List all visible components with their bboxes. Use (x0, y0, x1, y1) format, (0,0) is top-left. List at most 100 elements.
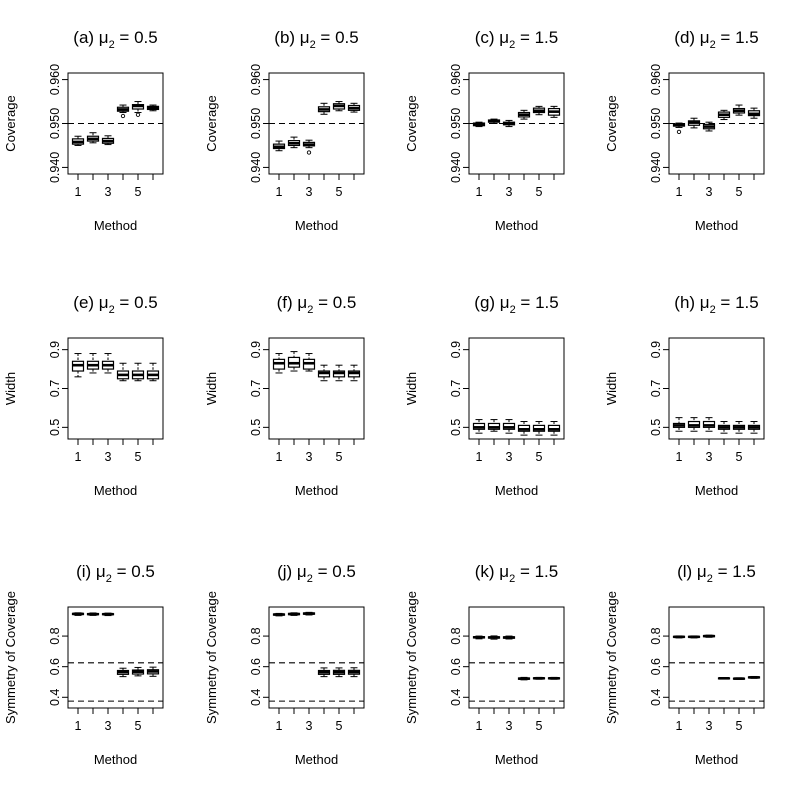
x-tick-label: 1 (476, 185, 483, 199)
box-method-5 (732, 104, 746, 116)
box-method-3 (502, 419, 516, 434)
box-method-1 (672, 417, 686, 432)
box-method-1 (272, 140, 286, 152)
x-tick-label: 1 (75, 450, 82, 464)
panel-title: (l) μ2 = 1.5 (677, 562, 756, 585)
box-method-3 (502, 119, 516, 128)
title-subscript: 2 (710, 39, 716, 51)
panel-h: (h) μ2 = 1.5 0.5 0.7 0.9 1 3 5 Method Width (604, 293, 765, 498)
box-method-1 (472, 419, 486, 434)
panel-e: (e) μ2 = 0.5 0.5 0.7 0.9 1 3 5 Method Width (3, 293, 164, 498)
title-subscript: 2 (509, 39, 515, 51)
y-tick-label: 0.950 (449, 108, 463, 139)
y-tick-label: 0.950 (249, 108, 263, 139)
y-tick-label: 0.6 (449, 658, 463, 675)
y-tick-label: 0.7 (48, 380, 62, 397)
title-subscript: 2 (307, 573, 313, 585)
box-method-5 (532, 105, 546, 116)
panel-j: (j) μ2 = 0.5 0.4 0.6 0.8 1 3 5 Method Symmetry o… (204, 562, 365, 767)
title-subscript: 2 (106, 573, 112, 585)
plot-frame (468, 606, 565, 709)
box-method-3 (702, 121, 716, 132)
outlier-point (135, 112, 141, 117)
x-tick-label: 5 (536, 719, 543, 733)
panel-title: (j) μ2 = 0.5 (277, 562, 356, 585)
panel-title: (k) μ2 = 1.5 (475, 562, 558, 585)
box-method-3 (302, 353, 316, 372)
x-tick-label: 3 (506, 450, 513, 464)
box-method-2 (687, 635, 701, 639)
y-axis-label: Coverage (404, 95, 419, 151)
box-method-5 (131, 666, 145, 677)
box-method-2 (287, 136, 301, 149)
title-subscript: 2 (509, 573, 515, 585)
y-tick-label: 0.9 (649, 341, 663, 358)
plot-frame (67, 337, 164, 440)
outlier-point (676, 129, 682, 134)
box-method-1 (672, 635, 686, 639)
x-axis-label: Method (495, 752, 538, 767)
box-method-6 (547, 676, 561, 680)
title-text: (c) μ (475, 28, 509, 47)
title-value: = 0.5 (115, 28, 158, 47)
box-method-2 (86, 612, 100, 616)
x-axis-label: Method (295, 483, 338, 498)
title-subscript: 2 (710, 304, 716, 316)
box-method-6 (547, 105, 561, 118)
y-tick-label: 0.4 (649, 689, 663, 706)
x-axis-label: Method (94, 752, 137, 767)
y-tick-label: 0.7 (449, 380, 463, 397)
title-value: = 0.5 (313, 562, 356, 581)
outlier-point (306, 150, 312, 155)
title-text: (l) μ (677, 562, 707, 581)
y-tick-label: 0.940 (249, 152, 263, 183)
x-tick-label: 5 (536, 450, 543, 464)
title-subscript: 2 (109, 39, 115, 51)
box-method-1 (472, 635, 486, 640)
x-tick-label: 3 (306, 450, 313, 464)
title-value: = 0.5 (115, 293, 158, 312)
title-subscript: 2 (707, 573, 713, 585)
box-method-6 (347, 102, 361, 113)
box-method-3 (702, 634, 716, 638)
panel-title: (g) μ2 = 1.5 (474, 293, 558, 316)
panel-b: (b) μ2 = 0.5 0.940 0.950 0.960 1 3 5 Method Cove… (204, 28, 365, 233)
y-axis-label: Symmetry of Coverage (604, 591, 619, 724)
box-method-1 (71, 612, 85, 616)
box-method-6 (146, 362, 160, 382)
box-method-5 (131, 362, 145, 382)
x-tick-label: 3 (306, 719, 313, 733)
x-axis-label: Method (695, 483, 738, 498)
y-tick-label: 0.6 (249, 658, 263, 675)
y-tick-label: 0.940 (449, 152, 463, 183)
box-method-3 (302, 139, 316, 155)
box-method-6 (747, 107, 761, 119)
y-tick-label: 0.940 (48, 152, 62, 183)
y-axis-label: Symmetry of Coverage (204, 591, 219, 724)
box-method-5 (532, 676, 546, 680)
title-value: = 1.5 (515, 562, 558, 581)
y-tick-label: 0.7 (649, 380, 663, 397)
y-tick-label: 0.6 (649, 658, 663, 675)
panel-title: (f) μ2 = 0.5 (277, 293, 357, 316)
box-method-4 (116, 362, 130, 382)
panel-f: (f) μ2 = 0.5 0.5 0.7 0.9 1 3 5 Method Width (204, 293, 365, 498)
x-tick-label: 5 (135, 450, 142, 464)
box-method-6 (146, 666, 160, 677)
y-tick-label: 0.8 (249, 627, 263, 644)
y-tick-label: 0.8 (48, 627, 62, 644)
y-tick-label: 0.940 (649, 152, 663, 183)
panel-title: (c) μ2 = 1.5 (475, 28, 558, 51)
title-value: = 1.5 (716, 28, 759, 47)
x-tick-label: 1 (75, 185, 82, 199)
box-method-3 (101, 353, 115, 374)
y-tick-label: 0.5 (48, 419, 62, 436)
title-value: = 1.5 (716, 293, 759, 312)
box-method-1 (272, 353, 286, 374)
title-text: (f) μ (277, 293, 308, 312)
box-method-4 (317, 364, 331, 382)
title-subscript: 2 (307, 304, 313, 316)
x-tick-label: 1 (276, 185, 283, 199)
y-axis-label: Symmetry of Coverage (3, 591, 18, 724)
x-tick-label: 5 (736, 185, 743, 199)
